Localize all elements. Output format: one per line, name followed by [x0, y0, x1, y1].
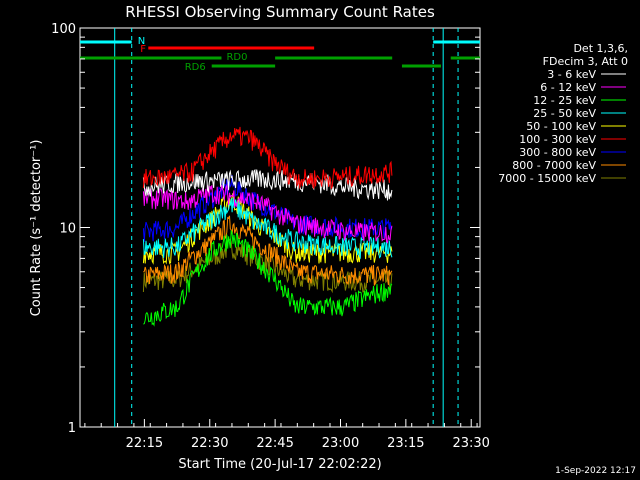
legend-entry: 7000 - 15000 keV — [498, 172, 596, 185]
x-tick-label: 22:45 — [256, 436, 293, 451]
legend-entry: 12 - 25 keV — [533, 94, 596, 107]
series-5-line — [142, 126, 393, 190]
x-axis: 22:15 22:30 22:45 23:00 23:15 23:30 — [84, 419, 490, 451]
night-flag-label: N — [138, 36, 145, 47]
legend-entry: 25 - 50 keV — [533, 107, 596, 120]
legend-entry: 300 - 800 keV — [519, 146, 596, 159]
y-axis-label: Count Rate (s⁻¹ detector⁻¹) — [29, 140, 44, 317]
y-tick-label: 100 — [51, 22, 76, 37]
legend-header: Det 1,3,6, — [573, 42, 628, 55]
y-tick-label: 10 — [59, 222, 76, 237]
legend-entry: 3 - 6 keV — [547, 68, 596, 81]
x-axis-label: Start Time (20-Jul-17 22:02:22) — [178, 457, 381, 472]
x-tick-label: 22:30 — [191, 436, 228, 451]
rd6-flag-label: RD6 — [185, 62, 206, 73]
legend-entry: 6 - 12 keV — [540, 81, 596, 94]
series-3-line — [142, 197, 393, 260]
plot-area: NF RD0 RD6 — [79, 27, 481, 428]
series-0-line — [142, 168, 393, 201]
y-axis: 1 10 100 — [51, 22, 480, 436]
legend-entry: 50 - 100 keV — [526, 120, 596, 133]
legend-entry: 100 - 300 keV — [519, 133, 596, 146]
flare-flag-label: F — [140, 44, 146, 55]
x-tick-label: 23:00 — [322, 436, 359, 451]
x-tick-label: 23:15 — [387, 436, 424, 451]
series-4-line — [142, 192, 393, 265]
plot-frame — [79, 27, 481, 428]
timestamp: 1-Sep-2022 12:17 — [555, 466, 636, 476]
legend-header: FDecim 3, Att 0 — [543, 55, 628, 68]
y-tick-label: 1 — [68, 421, 76, 436]
series-7-line — [143, 215, 393, 287]
rd0-flag-label: RD0 — [226, 52, 247, 63]
chart-title: RHESSI Observing Summary Count Rates — [125, 3, 435, 21]
legend-entry: 800 - 7000 keV — [512, 159, 596, 172]
series-1-line — [142, 183, 393, 244]
x-tick-label: 22:15 — [126, 436, 163, 451]
series-2-line — [143, 230, 393, 327]
x-tick-label: 23:30 — [452, 436, 489, 451]
